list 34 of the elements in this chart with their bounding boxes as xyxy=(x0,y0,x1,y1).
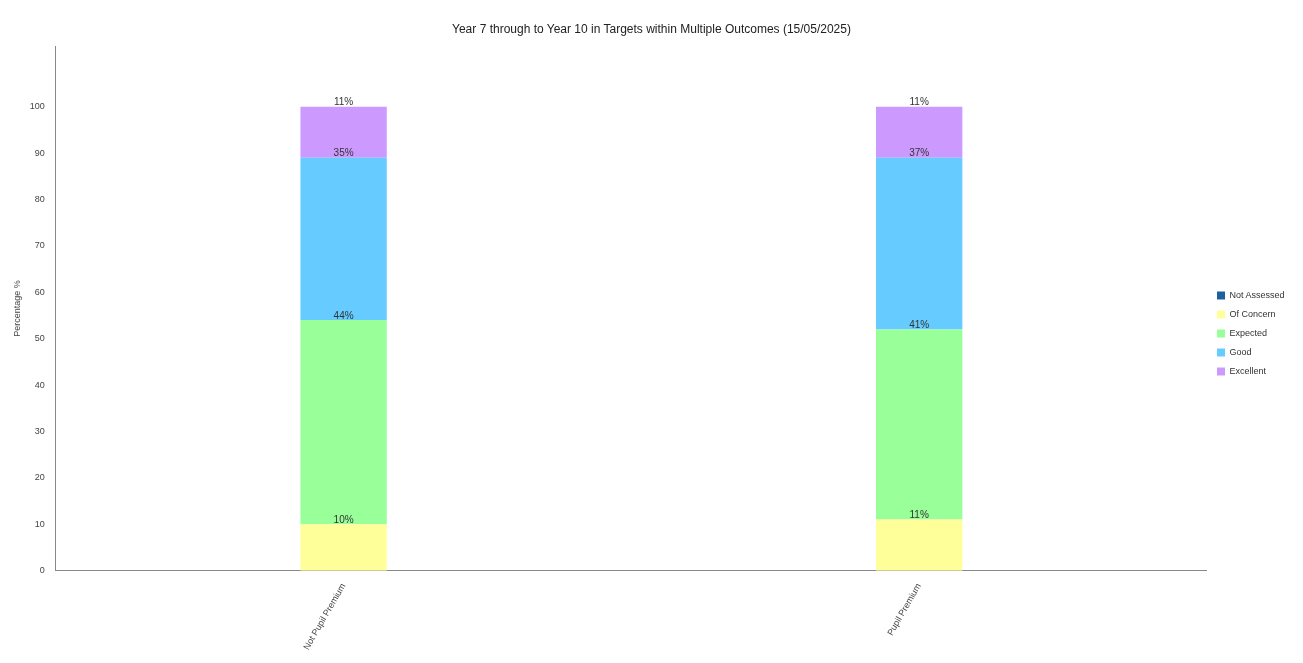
y-tick-label: 20 xyxy=(34,472,45,483)
bar xyxy=(876,519,963,571)
legend-label: Excellent xyxy=(1229,365,1267,376)
legend-label: Expected xyxy=(1229,327,1268,338)
bar xyxy=(300,106,387,158)
y-tick-label: 40 xyxy=(34,379,45,390)
data-label: 11% xyxy=(333,96,354,108)
data-label: 44% xyxy=(333,309,354,321)
data-label: 41% xyxy=(909,319,930,331)
y-tick-label: 80 xyxy=(34,193,45,204)
legend-label: Good xyxy=(1229,346,1252,357)
chart-title: Year 7 through to Year 10 in Targets within Multiple Outcomes (15/05/2025) xyxy=(452,21,851,36)
data-label: 11% xyxy=(909,96,929,108)
bar xyxy=(876,106,963,158)
y-axis-title: Percentage % xyxy=(11,280,22,337)
legend-label: Not Assessed xyxy=(1229,289,1285,300)
data-label: 11% xyxy=(909,509,929,521)
y-tick-label: 0 xyxy=(39,565,45,576)
bar xyxy=(876,157,963,330)
bar xyxy=(300,320,387,525)
y-tick-label: 70 xyxy=(34,240,45,251)
bar xyxy=(876,329,963,520)
legend-label: Of Concern xyxy=(1229,308,1276,319)
y-tick-label: 10 xyxy=(34,518,45,529)
bar xyxy=(300,157,387,321)
data-label: 37% xyxy=(909,147,930,159)
y-tick-label: 60 xyxy=(34,286,45,297)
data-label: 10% xyxy=(333,513,354,525)
y-tick-label: 100 xyxy=(29,101,45,112)
y-tick-label: 30 xyxy=(34,425,45,436)
y-tick-label: 50 xyxy=(34,333,45,344)
bar xyxy=(300,524,387,571)
data-label: 35% xyxy=(333,147,354,159)
y-tick-label: 90 xyxy=(34,147,45,158)
